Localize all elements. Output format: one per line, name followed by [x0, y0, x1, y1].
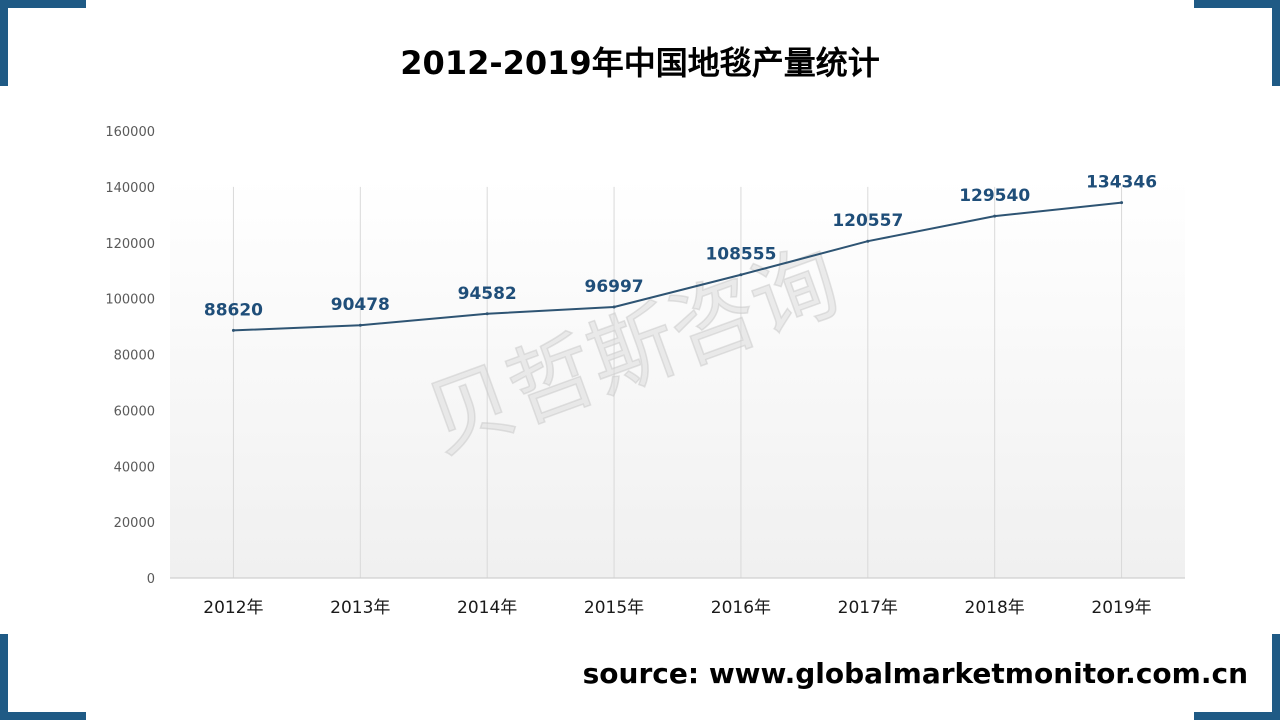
data-label: 96997 — [584, 277, 643, 297]
y-tick-label: 100000 — [105, 293, 155, 308]
corner-decoration-bottom-right — [1194, 634, 1280, 720]
data-label: 134346 — [1086, 173, 1157, 193]
data-point — [1120, 201, 1124, 205]
y-tick-label: 20000 — [114, 516, 155, 531]
data-label: 90478 — [331, 295, 390, 315]
data-point — [358, 323, 362, 327]
x-tick-label: 2015年 — [584, 598, 644, 618]
y-tick-label: 160000 — [105, 125, 155, 140]
y-tick-label: 0 — [147, 572, 155, 587]
data-labels: 88620 90478 94582 96997 108555 120557 129540 13… — [204, 173, 1157, 321]
x-tick-label: 2017年 — [838, 598, 898, 618]
x-axis: 2012年 2013年 2014年 2015年 2016年 2017年 2018年 2019年 — [203, 598, 1151, 618]
source-credit: source: www.globalmarketmonitor.com.cn — [582, 657, 1248, 690]
y-tick-label: 80000 — [114, 349, 155, 364]
data-point — [866, 239, 870, 243]
x-tick-label: 2012年 — [203, 598, 263, 618]
y-axis: 0 20000 40000 60000 80000 100000 120000 140000 1… — [105, 125, 155, 587]
data-label: 120557 — [832, 211, 903, 231]
corner-decoration-top-right — [1194, 0, 1280, 86]
data-label: 88620 — [204, 300, 263, 320]
x-tick-label: 2013年 — [330, 598, 390, 618]
data-point — [485, 312, 489, 316]
data-point — [231, 328, 235, 332]
y-tick-label: 120000 — [105, 237, 155, 252]
plot-area — [170, 178, 1185, 578]
series-line — [233, 201, 1122, 332]
data-label: 108555 — [705, 245, 776, 265]
chart-title: 2012-2019年中国地毯产量统计 — [400, 44, 880, 82]
data-point — [612, 305, 616, 309]
y-tick-label: 140000 — [105, 181, 155, 196]
data-point — [739, 273, 743, 277]
x-tick-label: 2016年 — [711, 598, 771, 618]
data-label: 129540 — [959, 186, 1030, 206]
y-tick-label: 60000 — [114, 404, 155, 419]
x-tick-label: 2019年 — [1091, 598, 1151, 618]
gridlines — [170, 186, 1185, 579]
x-tick-label: 2018年 — [965, 598, 1025, 618]
corner-decoration-bottom-left — [0, 634, 86, 720]
data-label: 94582 — [458, 284, 517, 304]
y-tick-label: 40000 — [114, 460, 155, 475]
x-tick-label: 2014年 — [457, 598, 517, 618]
series — [231, 201, 1124, 332]
corner-decoration-top-left — [0, 0, 86, 86]
data-point — [993, 214, 997, 218]
